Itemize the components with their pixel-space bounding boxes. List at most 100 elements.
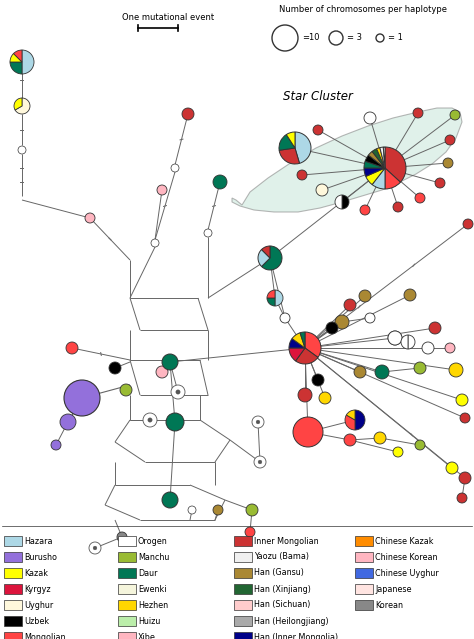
Circle shape <box>162 492 178 508</box>
Wedge shape <box>289 339 305 348</box>
Text: Kazak: Kazak <box>24 569 48 578</box>
Circle shape <box>246 504 258 516</box>
Text: Han (Gansu): Han (Gansu) <box>254 569 304 578</box>
Text: Chinese Kazak: Chinese Kazak <box>375 537 434 546</box>
Circle shape <box>256 420 260 424</box>
Bar <box>4 536 22 546</box>
Wedge shape <box>355 410 365 430</box>
Polygon shape <box>232 108 462 212</box>
Circle shape <box>360 205 370 215</box>
Circle shape <box>375 365 389 379</box>
Circle shape <box>252 416 264 428</box>
Circle shape <box>443 158 453 168</box>
Circle shape <box>312 374 324 386</box>
Wedge shape <box>401 335 408 349</box>
Circle shape <box>445 343 455 353</box>
Circle shape <box>182 108 194 120</box>
Bar <box>4 632 22 639</box>
Circle shape <box>213 175 227 189</box>
Circle shape <box>93 546 97 550</box>
Circle shape <box>414 362 426 374</box>
Wedge shape <box>15 98 30 114</box>
Wedge shape <box>365 155 385 168</box>
Wedge shape <box>385 168 401 189</box>
Circle shape <box>422 342 434 354</box>
Circle shape <box>280 313 290 323</box>
Circle shape <box>435 178 445 188</box>
Text: Huizu: Huizu <box>138 617 160 626</box>
Circle shape <box>60 414 76 430</box>
Circle shape <box>148 418 152 422</box>
Wedge shape <box>286 132 295 148</box>
Text: Chinese Korean: Chinese Korean <box>375 553 438 562</box>
Bar <box>118 568 136 578</box>
Circle shape <box>450 110 460 120</box>
Bar <box>4 600 22 610</box>
Circle shape <box>166 413 184 431</box>
Wedge shape <box>292 333 305 348</box>
Bar <box>4 616 22 626</box>
Circle shape <box>245 527 255 537</box>
Text: Chinese Uyghur: Chinese Uyghur <box>375 569 439 578</box>
Text: Yaozu (Bama): Yaozu (Bama) <box>254 553 309 562</box>
Wedge shape <box>372 168 385 189</box>
Bar <box>4 552 22 562</box>
Circle shape <box>388 331 402 345</box>
Circle shape <box>359 290 371 302</box>
Circle shape <box>459 472 471 484</box>
Circle shape <box>109 362 121 374</box>
Circle shape <box>456 394 468 406</box>
Wedge shape <box>372 149 385 168</box>
Circle shape <box>297 170 307 180</box>
Wedge shape <box>267 290 275 298</box>
Circle shape <box>162 354 178 370</box>
Circle shape <box>449 363 463 377</box>
Text: Han (Sichuan): Han (Sichuan) <box>254 601 310 610</box>
Circle shape <box>446 462 458 474</box>
Circle shape <box>213 505 223 515</box>
Wedge shape <box>305 332 321 357</box>
Text: Hezhen: Hezhen <box>138 601 168 610</box>
Bar <box>118 632 136 639</box>
Bar <box>118 616 136 626</box>
Text: Han (Xinjiang): Han (Xinjiang) <box>254 585 311 594</box>
Wedge shape <box>376 148 385 168</box>
Wedge shape <box>22 50 34 74</box>
Circle shape <box>156 366 168 378</box>
Circle shape <box>344 434 356 446</box>
Circle shape <box>293 417 323 447</box>
Text: Manchu: Manchu <box>138 553 169 562</box>
Circle shape <box>89 542 101 554</box>
Bar <box>234 584 252 594</box>
Circle shape <box>393 447 403 457</box>
Circle shape <box>171 385 185 399</box>
Wedge shape <box>262 246 270 258</box>
Circle shape <box>171 164 179 172</box>
Wedge shape <box>335 195 342 209</box>
Text: = 3: = 3 <box>347 33 362 43</box>
Bar <box>234 552 252 562</box>
Circle shape <box>188 506 196 514</box>
Circle shape <box>329 31 343 45</box>
Wedge shape <box>300 332 305 348</box>
Circle shape <box>204 229 212 237</box>
Circle shape <box>272 25 298 51</box>
Text: Ewenki: Ewenki <box>138 585 166 594</box>
Wedge shape <box>380 147 385 168</box>
Bar <box>234 632 252 639</box>
Bar <box>355 552 373 562</box>
Text: One mutational event: One mutational event <box>122 13 214 22</box>
Wedge shape <box>267 298 275 306</box>
Circle shape <box>457 493 467 503</box>
Wedge shape <box>346 410 355 420</box>
Circle shape <box>374 432 386 444</box>
Circle shape <box>460 413 470 423</box>
Wedge shape <box>364 161 385 168</box>
Circle shape <box>18 146 26 154</box>
Circle shape <box>413 108 423 118</box>
Circle shape <box>404 289 416 301</box>
Text: Kyrgyz: Kyrgyz <box>24 585 51 594</box>
Circle shape <box>365 313 375 323</box>
Circle shape <box>429 322 441 334</box>
Bar <box>355 568 373 578</box>
